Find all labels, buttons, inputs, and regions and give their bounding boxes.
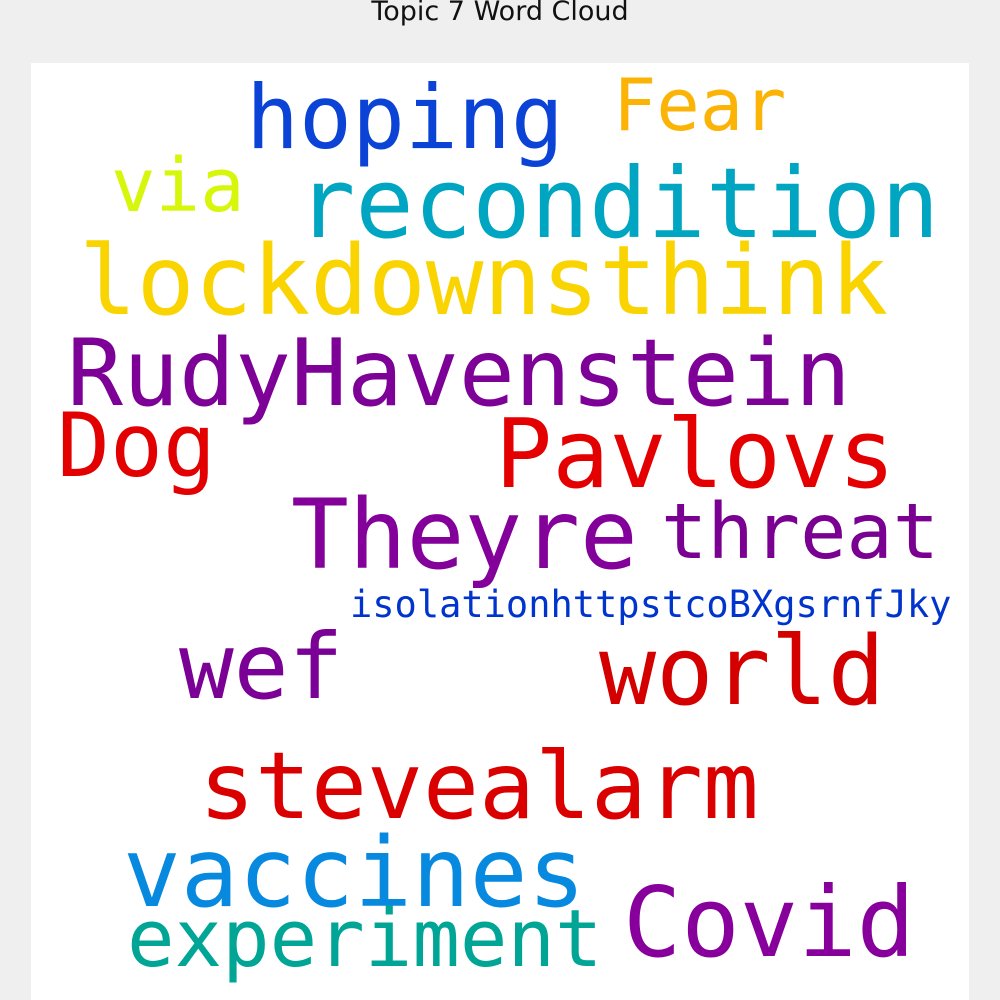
figure-title: Topic 7 Word Cloud (371, 0, 629, 27)
word-covid: Covid (623, 866, 915, 979)
word-wef: wef (179, 615, 344, 720)
word-pavlovs: Pavlovs (495, 400, 896, 510)
word-rudyhavenstein: RudyHavenstein (67, 319, 851, 427)
word-isolationhttpstcobxgsrnfjky: isolationhttpstcoBXgsrnfJky (350, 583, 952, 626)
word-lockdownsthink: lockdownsthink (79, 225, 889, 337)
word-threat: threat (661, 488, 940, 577)
word-world: world (599, 617, 885, 727)
word-fear: Fear (613, 63, 787, 147)
word-vaccines: vaccines (123, 817, 586, 929)
word-experiment: experiment (127, 893, 603, 985)
word-dog: Dog (57, 394, 216, 497)
word-stevealarm: stevealarm (199, 732, 759, 840)
word-via: via (111, 143, 245, 229)
word-cloud: hoping Fear via recondition lockdownsthi… (31, 63, 969, 1000)
word-theyre: Theyre (291, 479, 638, 591)
word-recondition: recondition (297, 147, 940, 260)
word-hoping: hoping (246, 66, 564, 169)
